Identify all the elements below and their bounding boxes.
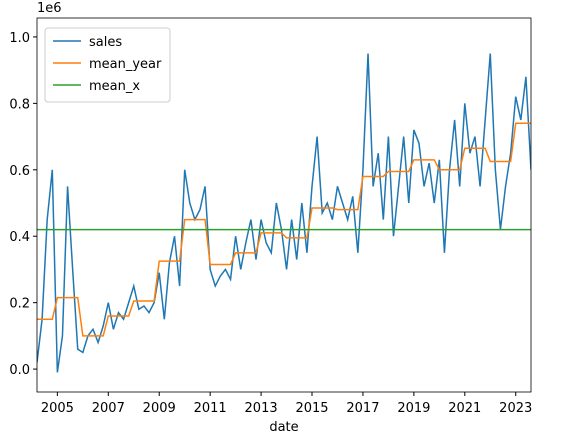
x-tick-label: 2021 [448,401,481,416]
y-tick-label: 0.4 [9,230,30,245]
legend-label: mean_year [89,57,162,72]
y-tick-label: 1.0 [9,31,30,46]
plot-frame [36,17,532,393]
y-tick-label: 0.2 [9,297,30,312]
x-tick-label: 2015 [295,401,328,416]
y-tick-label: 0.8 [9,97,30,112]
x-tick-label: 2023 [499,401,532,416]
y-tick-label: 0.6 [9,164,30,179]
offset-label: 1e6 [37,1,62,16]
x-tick-label: 2011 [194,401,227,416]
x-tick-label: 2007 [92,401,125,416]
x-tick-label: 2009 [143,401,176,416]
legend-label: sales [89,35,122,50]
x-tick-label: 2017 [346,401,379,416]
x-tick-label: 2013 [245,401,278,416]
legend: sales mean_year mean_x [44,27,171,103]
legend-label: mean_x [89,79,140,94]
legend-box [44,27,171,103]
y-tick-label: 0.0 [9,363,30,378]
x-tick-label: 2019 [397,401,430,416]
series-line [37,122,531,337]
series-line [37,53,531,373]
x-axis-label: date [269,420,298,435]
x-tick-label: 2005 [41,401,74,416]
